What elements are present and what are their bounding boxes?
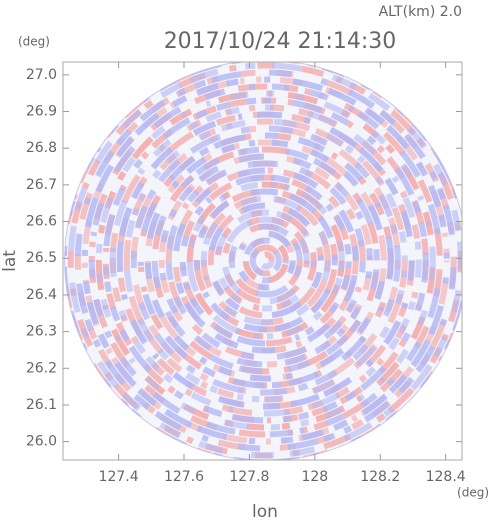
y-tick-label: 26.6: [26, 214, 57, 230]
echo-texture: [64, 62, 462, 460]
echo-ring: [165, 160, 366, 361]
x-unit: (deg): [457, 486, 489, 500]
echo-ring: [74, 69, 457, 452]
x-tick-label: 128: [301, 469, 328, 485]
y-tick-label: 26.2: [26, 360, 57, 376]
echo-ring: [81, 76, 450, 445]
y-tick-label: 26.9: [26, 104, 57, 120]
y-tick-label: 26.5: [26, 250, 57, 266]
plot-frame: [62, 61, 463, 461]
echo-ring: [221, 216, 310, 305]
echo-ring: [151, 146, 380, 375]
echo-ring: [88, 83, 443, 438]
echo-ring: [151, 146, 380, 375]
echo-ring: [242, 237, 289, 284]
y-axis-label: lat: [0, 250, 20, 272]
echo-ring: [67, 62, 462, 459]
echo-ring: [193, 188, 338, 333]
echo-ring: [95, 90, 436, 431]
echo-ring: [200, 195, 331, 326]
plot-area: [64, 62, 462, 460]
x-tick-label: 128.2: [360, 469, 400, 485]
y-tick-label: 26.1: [26, 397, 57, 413]
echo-ring: [81, 76, 450, 445]
echo-ring: [179, 174, 352, 347]
y-tick-label: 26.7: [26, 177, 57, 193]
echo-ring: [228, 223, 303, 298]
altitude-label: ALT(km) 2.0: [379, 4, 462, 20]
echo-ring: [158, 153, 373, 368]
echo-ring: [144, 139, 387, 382]
x-axis-label: lon: [252, 502, 278, 521]
echo-ring: [172, 167, 359, 354]
y-tick-label: 26.4: [26, 287, 57, 303]
echo-ring: [123, 118, 408, 403]
echo-ring: [116, 111, 415, 410]
y-tick-label: 26.3: [26, 324, 57, 340]
echo-ring: [102, 97, 429, 424]
echo-ring: [137, 132, 394, 389]
echo-ring: [130, 125, 401, 396]
echo-ring: [109, 104, 422, 417]
echo-ring: [95, 90, 436, 431]
echo-ring: [214, 209, 317, 312]
x-tick-label: 127.4: [99, 469, 139, 485]
echo-ring: [249, 244, 282, 277]
echo-ring: [207, 202, 324, 319]
y-unit: (deg): [18, 35, 50, 49]
x-tick-label: 128.4: [426, 469, 466, 485]
y-tick-label: 26.8: [26, 140, 57, 156]
x-tick-label: 127.8: [229, 469, 269, 485]
y-tick-label: 26.0: [26, 434, 57, 450]
echo-ring: [256, 251, 275, 270]
echo-ring: [186, 181, 345, 340]
chart-title: 2017/10/24 21:14:30: [164, 29, 397, 54]
y-tick-label: 27.0: [26, 67, 57, 83]
x-tick-label: 127.6: [164, 469, 204, 485]
echo-ring: [235, 230, 296, 291]
